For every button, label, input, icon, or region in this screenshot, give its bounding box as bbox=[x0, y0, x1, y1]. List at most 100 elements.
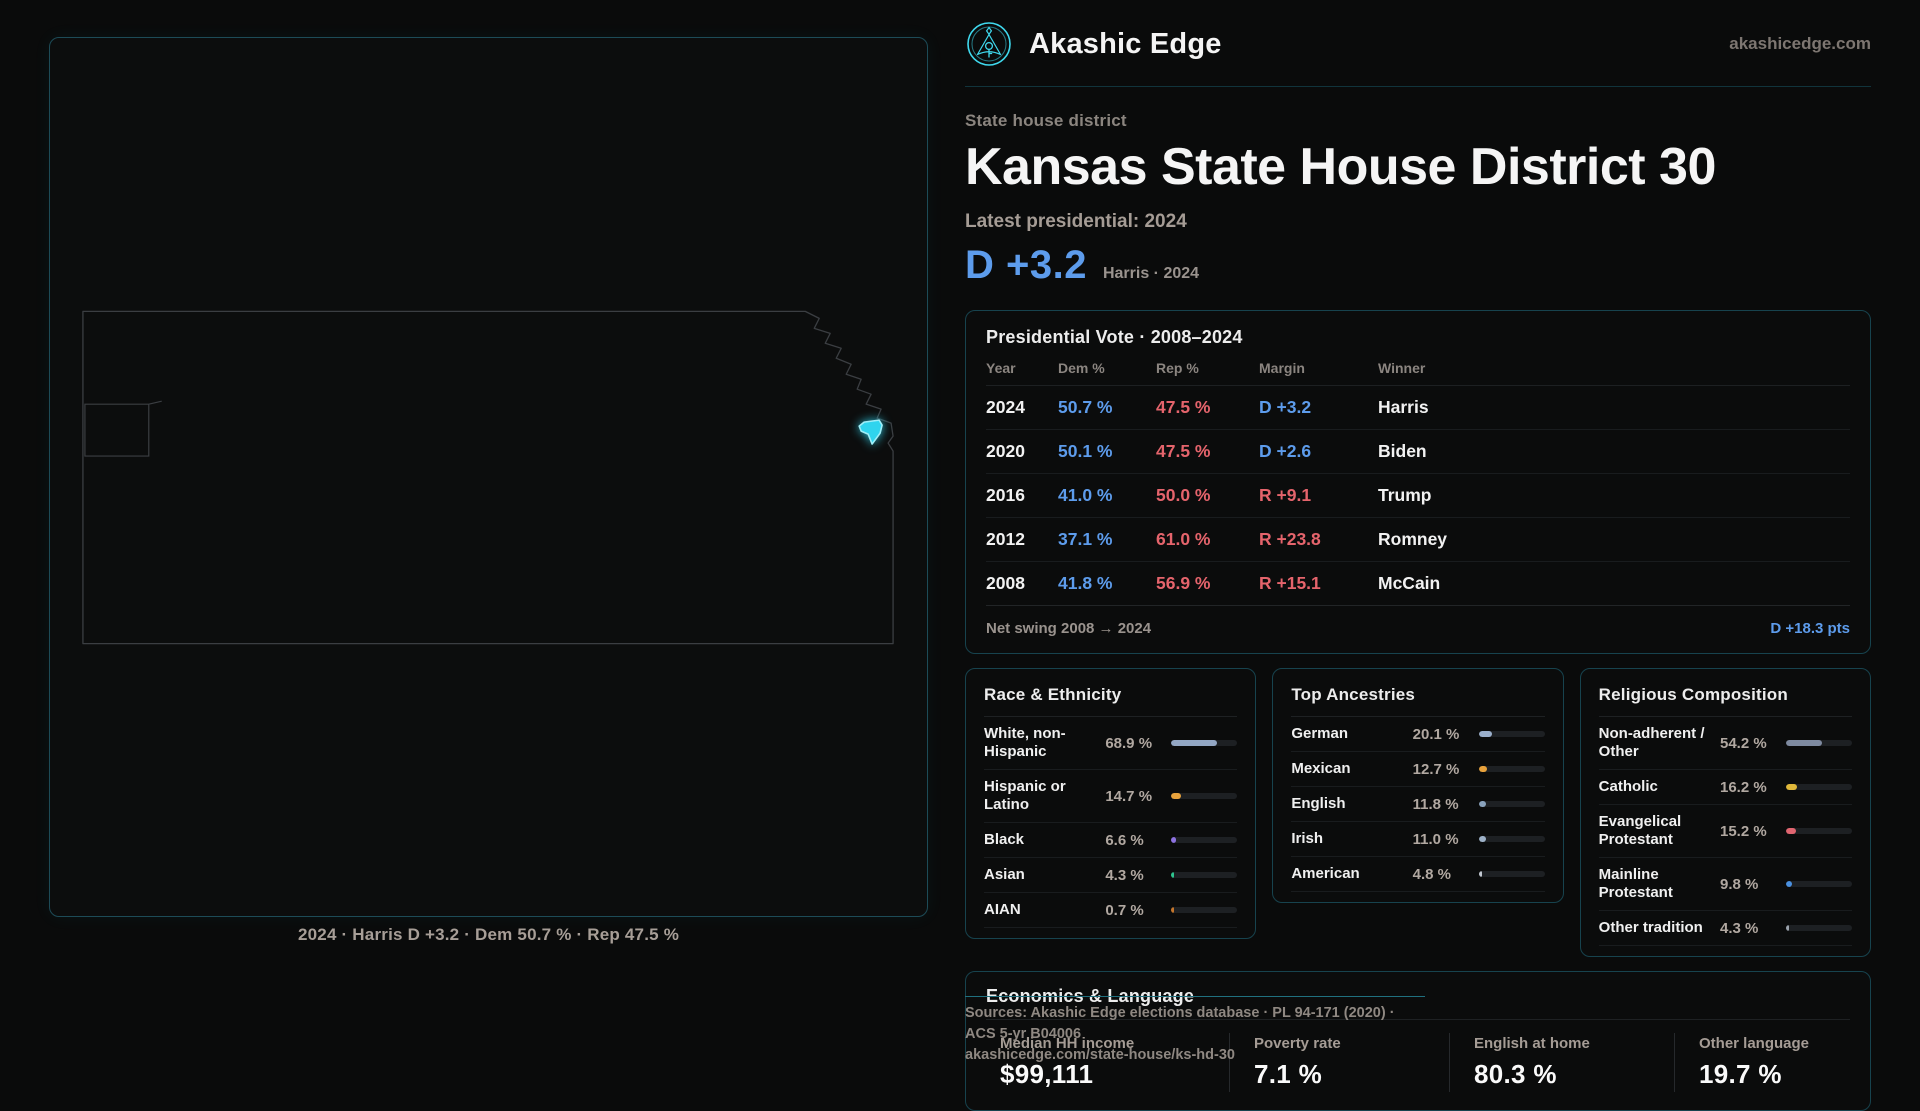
stat-bar bbox=[1785, 881, 1852, 887]
stat-label: Mexican bbox=[1291, 760, 1351, 777]
col-margin: Margin bbox=[1259, 360, 1305, 376]
stat-row: Non-adherent / Other 54.2 % bbox=[1598, 717, 1852, 770]
stat-bar-fill bbox=[1171, 907, 1175, 913]
econ-stat-label: Other language bbox=[1699, 1035, 1810, 1052]
stat-bar-fill bbox=[1785, 881, 1793, 887]
net-swing-row: Net swing 2008 → 2024 D +18.3 pts bbox=[986, 606, 1850, 637]
cell-rep: 61.0 % bbox=[1156, 529, 1211, 549]
race-panel-title: Race & Ethnicity bbox=[984, 685, 1238, 717]
district-shape[interactable] bbox=[858, 419, 883, 445]
col-dem: Dem % bbox=[1058, 360, 1105, 376]
cell-dem: 50.1 % bbox=[1058, 441, 1113, 461]
stat-bar bbox=[1171, 872, 1238, 878]
margin-value: D +3.2 bbox=[965, 243, 1087, 287]
report-column: Akashic Edge akashicedge.com State house… bbox=[965, 0, 1871, 1111]
religion-panel-title: Religious Composition bbox=[1598, 685, 1852, 717]
stat-value: 4.8 % bbox=[1412, 865, 1452, 883]
vote-table-header: Year Dem % Rep % Margin Winner bbox=[986, 360, 1850, 386]
stat-label: Hispanic or Latino bbox=[984, 778, 1066, 813]
race-rows: White, non-Hispanic 68.9 % Hispanic or L… bbox=[984, 717, 1238, 928]
stat-bar bbox=[1171, 907, 1238, 913]
cell-rep: 56.9 % bbox=[1156, 573, 1211, 593]
stat-bar bbox=[1478, 871, 1545, 877]
stat-row: Evangelical Protestant 15.2 % bbox=[1598, 805, 1852, 858]
stat-row: Mexican 12.7 % bbox=[1291, 752, 1545, 787]
table-row: 2008 41.8 % 56.9 % R +15.1 McCain bbox=[986, 562, 1850, 606]
ancestries-panel-title: Top Ancestries bbox=[1291, 685, 1545, 717]
religion-rows: Non-adherent / Other 54.2 % Catholic 16.… bbox=[1598, 717, 1852, 946]
site-domain-link[interactable]: akashicedge.com bbox=[1729, 34, 1871, 53]
stat-value: 68.9 % bbox=[1105, 734, 1153, 752]
stat-row: American 4.8 % bbox=[1291, 857, 1545, 892]
district-map-card bbox=[49, 37, 928, 917]
kicker-label: State house district bbox=[965, 111, 1127, 130]
vote-table-body: 2024 50.7 % 47.5 % D +3.2 Harris 2020 50… bbox=[986, 386, 1850, 606]
cell-winner: Harris bbox=[1378, 397, 1429, 417]
stat-bar-fill bbox=[1478, 801, 1487, 807]
col-winner: Winner bbox=[1378, 360, 1426, 376]
cell-winner: Romney bbox=[1378, 529, 1448, 549]
stat-label: Irish bbox=[1291, 830, 1324, 847]
brand-name: Akashic Edge bbox=[1029, 27, 1222, 60]
ancestries-panel: Top Ancestries German 20.1 % Mexican 12.… bbox=[1272, 668, 1564, 903]
stat-label: American bbox=[1291, 865, 1360, 882]
state-map bbox=[82, 310, 894, 645]
stat-bar-fill bbox=[1478, 836, 1486, 842]
cell-rep: 47.5 % bbox=[1156, 441, 1211, 461]
stat-bar bbox=[1785, 784, 1852, 790]
econ-stat-label: English at home bbox=[1474, 1035, 1590, 1052]
stat-bar bbox=[1171, 793, 1238, 799]
cell-margin: R +9.1 bbox=[1259, 485, 1312, 505]
stat-bar bbox=[1785, 828, 1852, 834]
stat-label: Catholic bbox=[1598, 778, 1658, 795]
stat-bar-fill bbox=[1478, 871, 1482, 877]
cell-rep: 50.0 % bbox=[1156, 485, 1211, 505]
cell-dem: 37.1 % bbox=[1058, 529, 1113, 549]
net-swing-value: D +18.3 pts bbox=[1770, 620, 1850, 637]
stat-row: Black 6.6 % bbox=[984, 823, 1238, 858]
religion-panel: Religious Composition Non-adherent / Oth… bbox=[1579, 668, 1871, 957]
margin-context: Harris · 2024 bbox=[1102, 265, 1200, 282]
stat-label: Black bbox=[984, 831, 1025, 848]
stat-bar-fill bbox=[1171, 740, 1217, 746]
sources-footer: Sources: Akashic Edge elections database… bbox=[965, 996, 1425, 1066]
ancestries-rows: German 20.1 % Mexican 12.7 % English 11.… bbox=[1291, 717, 1545, 892]
stat-value: 4.3 % bbox=[1105, 866, 1144, 884]
latest-presidential-label: Latest presidential: 2024 bbox=[965, 211, 1187, 232]
stat-bar-fill bbox=[1785, 784, 1797, 790]
presidential-vote-panel: Presidential Vote · 2008–2024 Year Dem %… bbox=[965, 310, 1871, 654]
stat-label: Evangelical Protestant bbox=[1598, 813, 1682, 848]
vote-panel-title: Presidential Vote · 2008–2024 bbox=[986, 327, 1243, 347]
stat-value: 4.3 % bbox=[1719, 919, 1759, 937]
sources-line1: Sources: Akashic Edge elections database… bbox=[965, 1005, 1395, 1042]
stat-bar-fill bbox=[1478, 731, 1492, 737]
stat-row: Hispanic or Latino 14.7 % bbox=[984, 770, 1238, 823]
stat-label: White, non-Hispanic bbox=[984, 725, 1066, 760]
stat-bar-fill bbox=[1785, 828, 1797, 834]
stat-value: 6.6 % bbox=[1105, 831, 1144, 849]
map-caption: 2024 · Harris D +3.2 · Dem 50.7 % · Rep … bbox=[297, 925, 680, 944]
cell-winner: Trump bbox=[1378, 485, 1432, 505]
stat-bar bbox=[1478, 731, 1545, 737]
race-ethnicity-panel: Race & Ethnicity White, non-Hispanic 68.… bbox=[965, 668, 1257, 939]
econ-stat-value: 80.3 % bbox=[1474, 1059, 1557, 1089]
cell-year: 2016 bbox=[986, 485, 1025, 505]
cell-year: 2024 bbox=[986, 397, 1025, 417]
stat-label: German bbox=[1291, 725, 1349, 742]
stat-bar-fill bbox=[1171, 837, 1176, 843]
col-year: Year bbox=[986, 360, 1016, 376]
econ-stat: Other language 19.7 % bbox=[1674, 1033, 1850, 1092]
stat-value: 54.2 % bbox=[1719, 734, 1767, 752]
table-row: 2012 37.1 % 61.0 % R +23.8 Romney bbox=[986, 518, 1850, 562]
stat-bar-fill bbox=[1171, 793, 1182, 799]
table-row: 2016 41.0 % 50.0 % R +9.1 Trump bbox=[986, 474, 1850, 518]
headline-margin: D +3.2 Harris · 2024 bbox=[965, 243, 1871, 288]
stat-label: English bbox=[1291, 795, 1346, 812]
stat-label: AIAN bbox=[984, 901, 1021, 918]
stat-value: 12.7 % bbox=[1412, 760, 1460, 778]
stat-value: 0.7 % bbox=[1105, 901, 1144, 919]
cell-winner: McCain bbox=[1378, 573, 1441, 593]
akashic-edge-logo-icon bbox=[967, 22, 1011, 66]
county-outline bbox=[84, 400, 162, 457]
site-header: Akashic Edge akashicedge.com bbox=[965, 0, 1871, 87]
